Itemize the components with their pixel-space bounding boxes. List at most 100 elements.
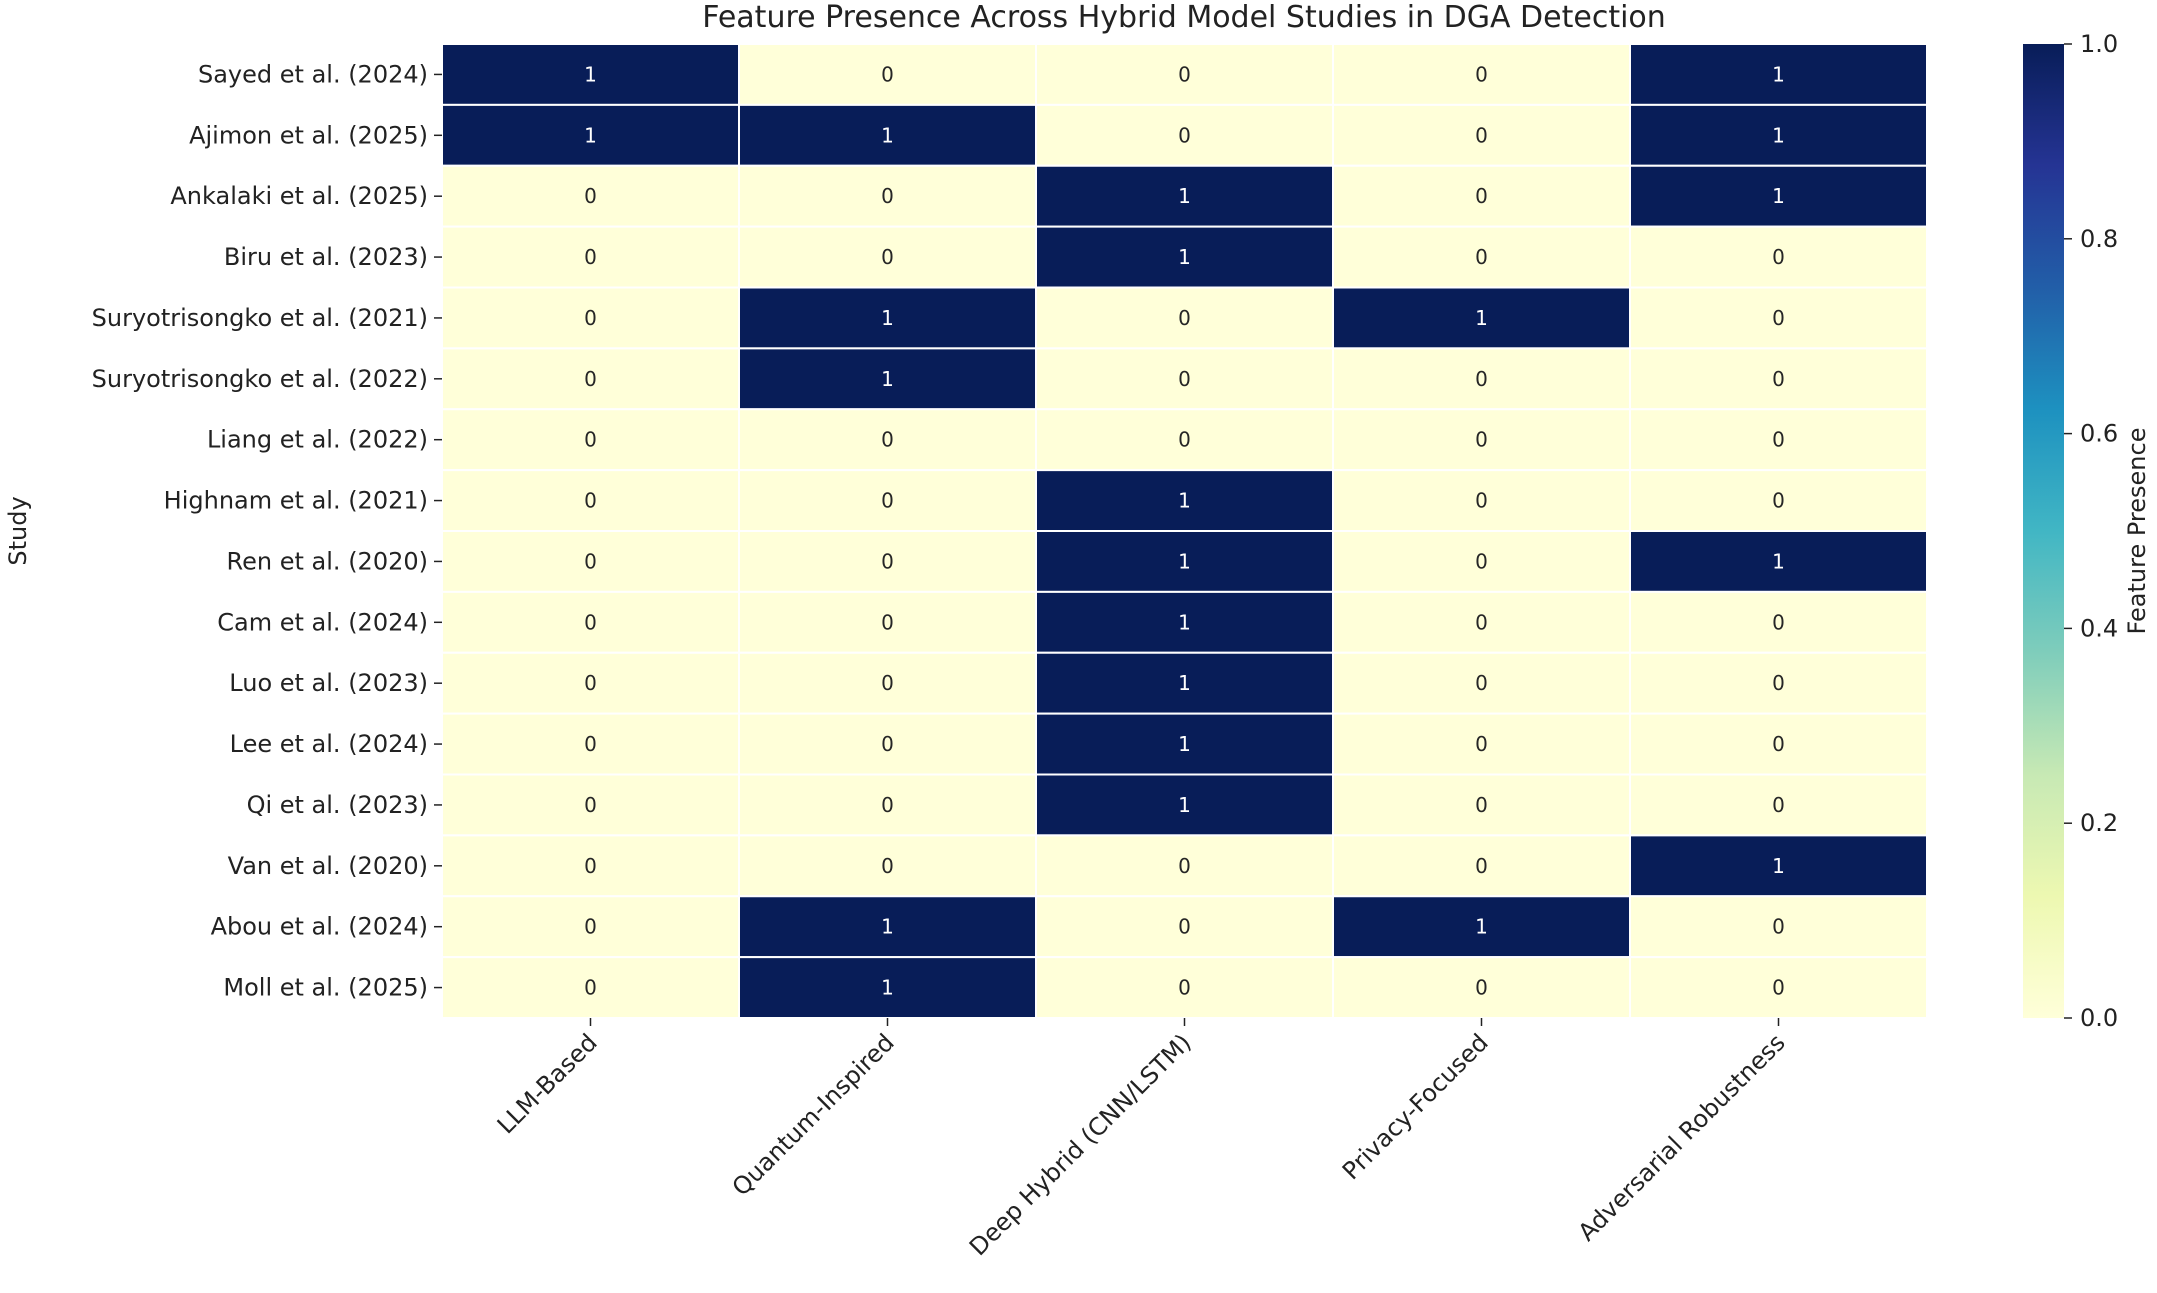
x-tick-label: Deep Hybrid (CNN/LSTM): [964, 1028, 1197, 1261]
cell-annotation: 0: [881, 62, 894, 86]
colorbar-label: Feature Presence: [2123, 428, 2151, 635]
y-tick-label: Qi et al. (2023): [247, 791, 428, 819]
cell-annotation: 0: [1772, 489, 1785, 513]
cell-annotation: 1: [881, 306, 894, 330]
heatmap-cell: [1035, 103, 1334, 167]
heatmap-cell: [1035, 530, 1334, 593]
heatmap-cell: [441, 43, 740, 106]
heatmap-cell: [1629, 651, 1928, 715]
y-tick-label: Liang et al. (2022): [207, 426, 428, 454]
cell-annotation: 0: [1475, 62, 1488, 86]
cell-annotation: 0: [1178, 915, 1191, 939]
cell-annotation: 0: [881, 732, 894, 756]
cell-annotation: 0: [1475, 489, 1488, 513]
heatmap-cell: [1035, 834, 1334, 898]
cell-annotation: 0: [1475, 854, 1488, 878]
heatmap-cell: [1332, 712, 1631, 776]
y-tick-label: Ren et al. (2020): [227, 547, 428, 575]
heatmap-cell: [441, 773, 740, 837]
heatmap-cell: [1629, 590, 1928, 654]
cell-annotation: 0: [1475, 732, 1488, 756]
heatmap-cell: [738, 895, 1037, 959]
cell-annotation: 0: [1178, 367, 1191, 391]
heatmap-cell: [1035, 43, 1334, 106]
cell-annotation: 0: [1475, 610, 1488, 634]
y-tick-label: Moll et al. (2025): [223, 974, 428, 1002]
cell-annotation: 1: [1475, 306, 1488, 330]
cell-annotation: 0: [1772, 915, 1785, 939]
heatmap-cell: [1035, 286, 1334, 350]
cell-annotation: 0: [881, 610, 894, 634]
heatmap-cell: [1629, 469, 1928, 532]
cell-annotation: 0: [881, 428, 894, 452]
cell-annotation: 0: [584, 245, 597, 269]
cell-annotation: 0: [584, 793, 597, 817]
heatmap-cell: [441, 590, 740, 654]
heatmap-cell: [1332, 469, 1631, 532]
cell-annotation: 0: [881, 184, 894, 208]
cell-annotation: 1: [1178, 732, 1191, 756]
y-tick-label: Sayed et al. (2024): [198, 60, 428, 88]
heatmap-cell: [738, 530, 1037, 593]
cell-annotation: 1: [1178, 184, 1191, 208]
cell-annotation: 0: [1178, 976, 1191, 1000]
cell-annotation: 0: [1178, 123, 1191, 147]
cell-annotation: 0: [1772, 976, 1785, 1000]
x-tick-label: Adversarial Robustness: [1573, 1028, 1791, 1246]
heatmap-cell: [1629, 956, 1928, 1019]
cell-annotation: 1: [1475, 915, 1488, 939]
heatmap-cell: [441, 408, 740, 472]
heatmap-cell: [738, 590, 1037, 654]
cell-annotation: 1: [584, 62, 597, 86]
y-tick-label: Highnam et al. (2021): [164, 487, 428, 515]
cell-annotation: 0: [1475, 367, 1488, 391]
heatmap-cell: [738, 286, 1037, 350]
heatmap-cell: [1035, 347, 1334, 411]
cell-annotation: 0: [584, 428, 597, 452]
cell-annotation: 1: [1178, 610, 1191, 634]
cell-annotation: 0: [584, 610, 597, 634]
chart-title: Feature Presence Across Hybrid Model Stu…: [702, 0, 1666, 35]
heatmap-cell: [1332, 773, 1631, 837]
heatmap-cell: [441, 651, 740, 715]
heatmap-cell: [1332, 651, 1631, 715]
cell-annotation: 0: [584, 854, 597, 878]
cell-annotation: 0: [584, 976, 597, 1000]
colorbar: [2023, 44, 2064, 1018]
cell-annotation: 0: [881, 245, 894, 269]
cell-annotation: 0: [1475, 245, 1488, 269]
heatmap-cell: [441, 469, 740, 532]
cell-annotation: 0: [584, 671, 597, 695]
heatmap-cell: [1629, 347, 1928, 411]
heatmap-cell: [738, 956, 1037, 1019]
cell-annotation: 0: [584, 549, 597, 573]
heatmap-cell: [1332, 956, 1631, 1019]
heatmap-cell: [738, 347, 1037, 411]
cell-annotation: 0: [1772, 245, 1785, 269]
cell-annotation: 0: [1178, 306, 1191, 330]
heatmap-cell: [1629, 530, 1928, 593]
heatmap-cell: [738, 469, 1037, 532]
cell-annotation: 0: [1772, 306, 1785, 330]
cell-annotation: 1: [1772, 854, 1785, 878]
heatmap-cell: [1035, 956, 1334, 1019]
cell-annotation: 0: [584, 367, 597, 391]
cell-annotation: 0: [584, 489, 597, 513]
heatmap-cell: [1332, 895, 1631, 959]
cell-annotation: 1: [881, 976, 894, 1000]
heatmap-cell: [1629, 834, 1928, 898]
cell-annotation: 0: [1178, 428, 1191, 452]
cell-annotation: 0: [881, 549, 894, 573]
heatmap-cell: [1035, 651, 1334, 715]
cell-annotation: 0: [1772, 732, 1785, 756]
cell-annotation: 0: [1772, 367, 1785, 391]
cell-annotation: 1: [1178, 793, 1191, 817]
cell-annotation: 1: [881, 123, 894, 147]
y-tick-label: Abou et al. (2024): [211, 913, 428, 941]
cell-annotation: 0: [1475, 976, 1488, 1000]
cell-annotation: 0: [1772, 428, 1785, 452]
y-tick-label: Cam et al. (2024): [217, 608, 428, 636]
heatmap-cell: [1332, 225, 1631, 289]
heatmap-cell: [738, 164, 1037, 228]
heatmap-cell: [1629, 103, 1928, 167]
